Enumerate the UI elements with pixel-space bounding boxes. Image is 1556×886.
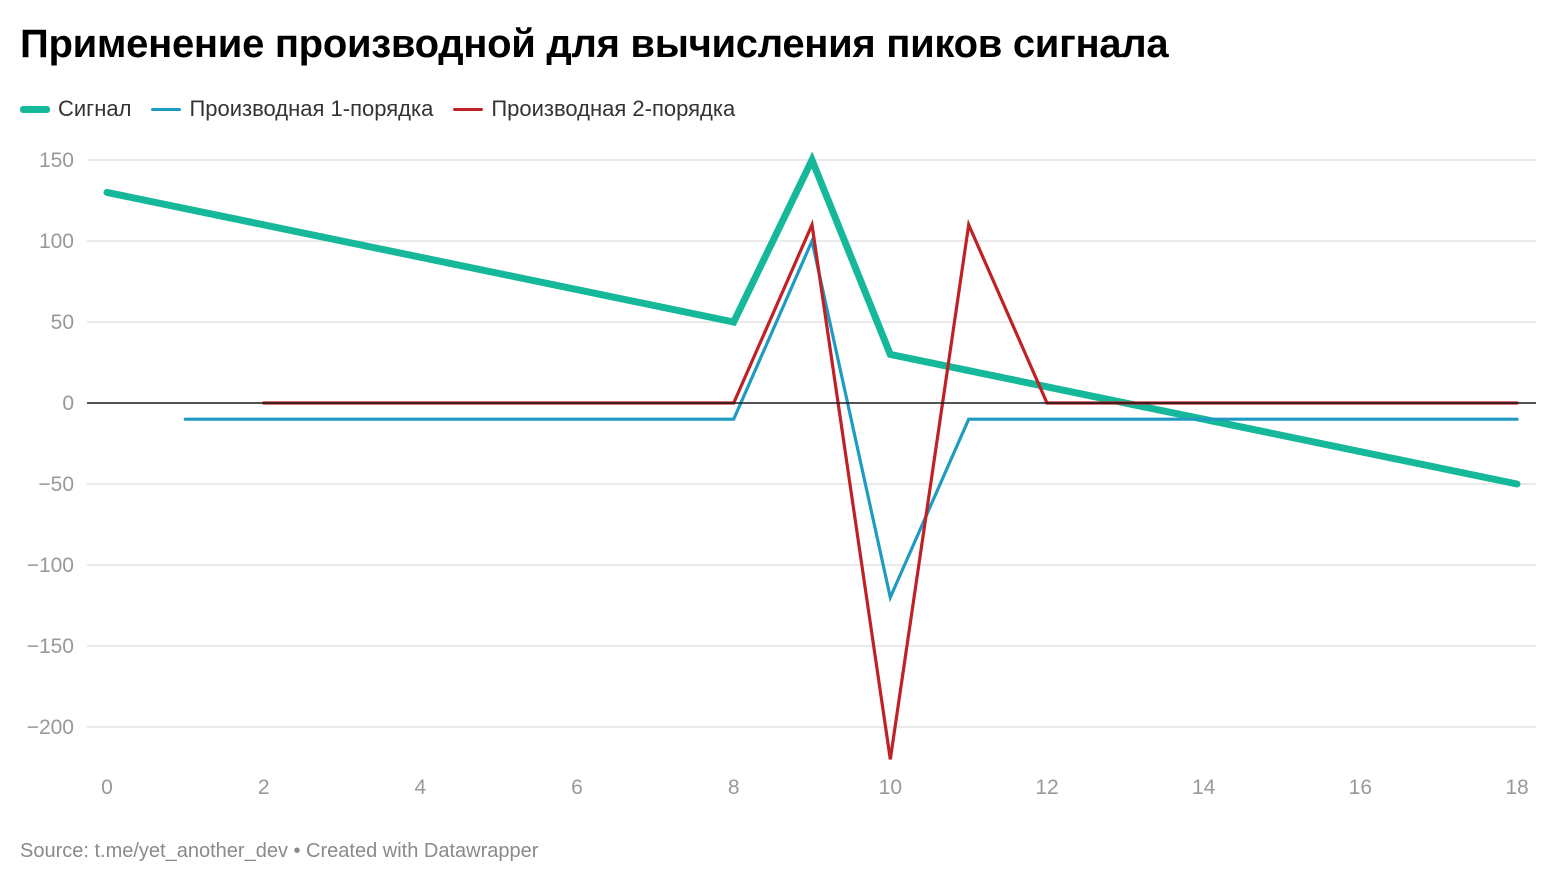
legend-label-signal: Сигнал — [58, 96, 132, 121]
legend-label-derivative-1: Производная 1-порядка — [189, 96, 434, 121]
chart-title: Применение производной для вычисления пи… — [20, 22, 1169, 66]
legend-item-derivative-2: Производная 2-порядка — [453, 96, 735, 122]
legend-item-signal: Сигнал — [20, 96, 131, 122]
y-tick-label: 150 — [39, 149, 74, 172]
y-tick-label: −100 — [27, 554, 74, 577]
x-tick-label: 6 — [571, 776, 583, 799]
x-tick-label: 18 — [1505, 776, 1528, 799]
legend-swatch-signal — [20, 105, 50, 113]
source-footer: Source: t.me/yet_another_dev • Created w… — [20, 840, 539, 862]
x-tick-label: 8 — [728, 776, 740, 799]
series-line-signal — [103, 151, 1521, 488]
legend: Сигнал Производная 1-порядка Производная… — [20, 94, 735, 124]
x-tick-label: 0 — [101, 776, 113, 799]
x-tick-label: 12 — [1035, 776, 1058, 799]
x-tick-label: 16 — [1349, 776, 1372, 799]
axis-labels: 150 100 50 0 −50 −100 −150 −200 0 2 4 6 8 10 12 14 16 18 — [27, 149, 1529, 799]
y-tick-label: 100 — [39, 230, 74, 253]
series-line-derivative-2 — [262, 219, 1519, 760]
y-tick-label: −150 — [27, 635, 74, 658]
legend-item-derivative-1: Производная 1-порядка — [151, 96, 433, 122]
legend-swatch-derivative-2 — [453, 107, 484, 111]
x-tick-label: 4 — [414, 776, 426, 799]
y-tick-label: −200 — [27, 716, 74, 739]
legend-label-derivative-2: Производная 2-порядка — [491, 96, 736, 121]
y-tick-label: −50 — [38, 473, 74, 496]
x-tick-label: 10 — [879, 776, 902, 799]
x-tick-label: 14 — [1192, 776, 1216, 799]
x-tick-label: 2 — [258, 776, 270, 799]
y-tick-label: 0 — [62, 392, 74, 415]
legend-swatch-derivative-1 — [151, 107, 182, 111]
series-line-derivative-1 — [183, 235, 1519, 603]
series-layer — [87, 151, 1536, 760]
y-tick-label: 50 — [51, 311, 74, 334]
